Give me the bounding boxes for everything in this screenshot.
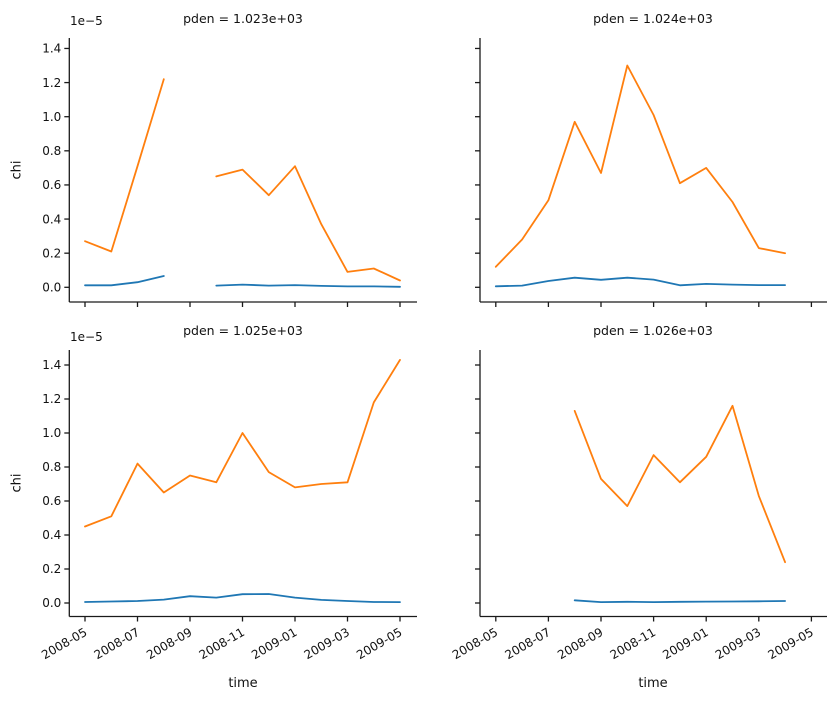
facet-title-pden-1023: pden = 1.023e+03: [183, 11, 303, 26]
facet-title-pden-1026: pden = 1.026e+03: [593, 323, 713, 338]
x-tick-label: 2008-11: [197, 625, 247, 662]
facet-title-pden-1024: pden = 1.024e+03: [593, 11, 713, 26]
y-offset-label-top: 1e−5: [70, 14, 103, 28]
y-tick-label: 0.6: [42, 494, 61, 508]
series-line-orange: [84, 358, 401, 528]
x-tick-label: 2008-07: [502, 625, 552, 662]
x-tick-label: 2008-05: [39, 625, 89, 662]
series-line-orange: [494, 64, 786, 268]
y-tick-label: 1.0: [42, 426, 61, 440]
y-tick-label: 1.0: [42, 110, 61, 124]
y-tick-label: 1.4: [42, 358, 61, 372]
x-tick-label: 2009-03: [302, 625, 352, 662]
y-tick-label: 0.6: [42, 178, 61, 192]
x-tick-label: 2008-11: [608, 625, 658, 662]
x-tick-label: 2009-01: [249, 625, 299, 662]
x-tick-label: 2008-09: [144, 625, 194, 662]
y-tick-label: 0.8: [42, 460, 61, 474]
x-tick-label: 2008-09: [555, 625, 605, 662]
y-tick-label: 1.2: [42, 392, 61, 406]
y-tick-label: 0.8: [42, 144, 61, 158]
x-tick-label: 2009-05: [354, 625, 404, 662]
series-line-blue: [84, 593, 401, 603]
x-axis-label-left: time: [228, 676, 258, 691]
x-tick-label: 2008-07: [92, 625, 142, 662]
y-offset-label-bottom: 1e−5: [70, 330, 103, 344]
series-line-blue: [84, 275, 165, 287]
series-line-orange: [573, 404, 786, 564]
series-line-blue: [215, 283, 401, 288]
x-tick-label: 2009-05: [765, 625, 815, 662]
y-tick-label: 0.0: [42, 596, 61, 610]
y-tick-label: 0.4: [42, 528, 61, 542]
x-tick-label: 2009-03: [713, 625, 763, 662]
series-line-blue: [573, 599, 786, 603]
x-tick-label: 2009-01: [660, 625, 710, 662]
y-tick-label: 0.0: [42, 281, 61, 295]
y-tick-label: 1.4: [42, 42, 61, 56]
x-tick-label: 2008-05: [450, 625, 500, 662]
x-axis-label-right: time: [638, 676, 668, 691]
y-tick-label: 0.2: [42, 562, 61, 576]
series-line-orange: [215, 165, 401, 282]
series-line-orange: [84, 78, 165, 253]
y-tick-label: 0.2: [42, 246, 61, 260]
y-tick-label: 0.4: [42, 212, 61, 226]
y-tick-label: 1.2: [42, 76, 61, 90]
series-line-blue: [494, 276, 786, 288]
facet-title-pden-1025: pden = 1.025e+03: [183, 323, 303, 338]
